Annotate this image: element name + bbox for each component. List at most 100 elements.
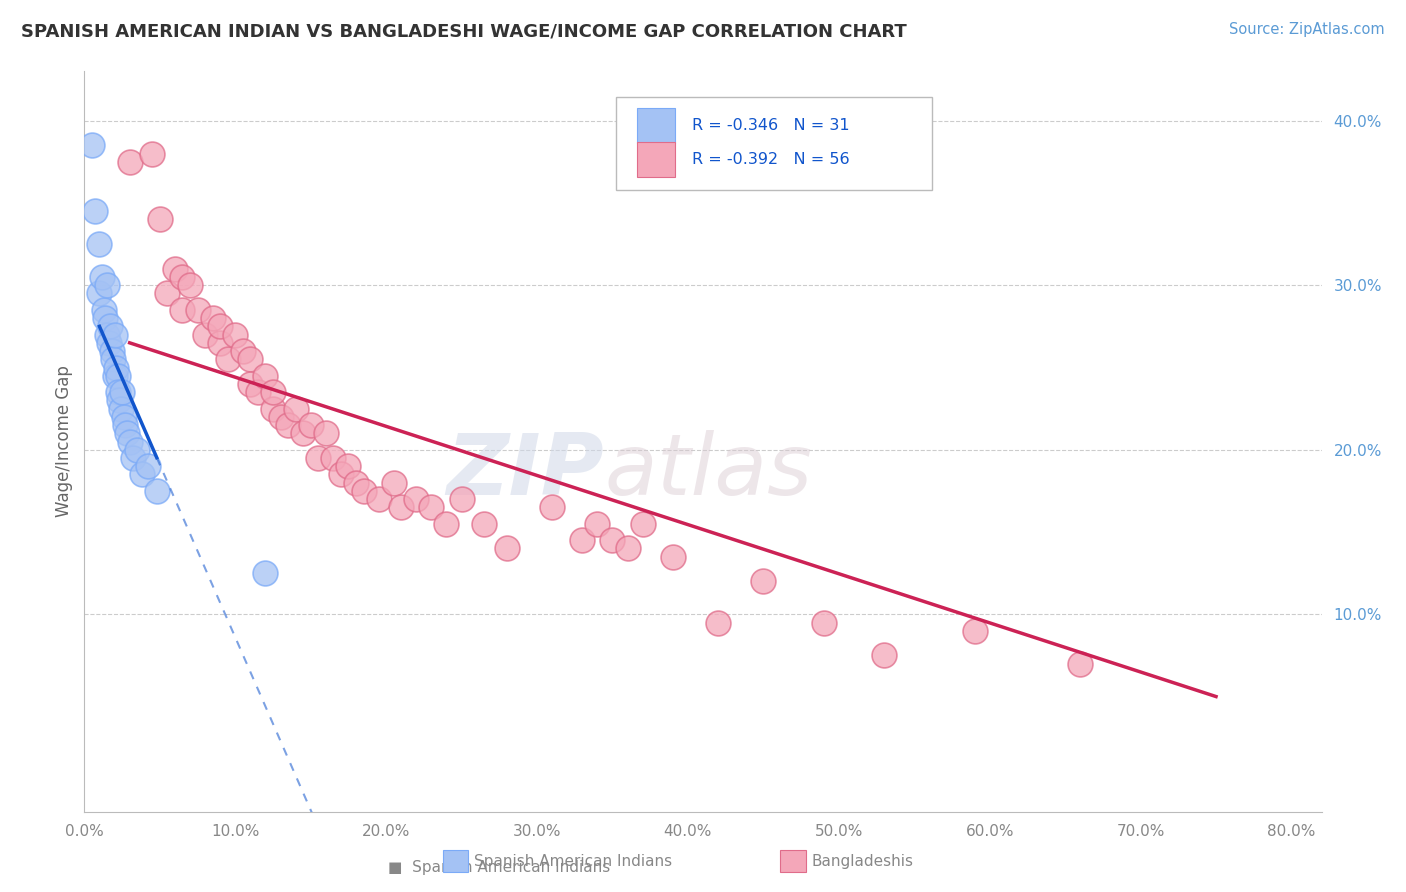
Point	[270, 409, 292, 424]
Point	[98, 319, 121, 334]
Point	[100, 344, 122, 359]
Point	[172, 302, 194, 317]
Point	[662, 549, 685, 564]
Point	[93, 302, 115, 317]
Point	[239, 352, 262, 367]
Point	[114, 418, 136, 433]
Point	[107, 385, 129, 400]
Point	[146, 483, 169, 498]
Text: ■  Spanish American Indians: ■ Spanish American Indians	[388, 861, 610, 875]
Point	[118, 154, 141, 169]
Point	[112, 409, 135, 424]
Point	[292, 426, 315, 441]
Point	[156, 286, 179, 301]
Point	[111, 385, 134, 400]
Point	[322, 450, 344, 465]
Point	[382, 475, 405, 490]
Point	[284, 401, 307, 416]
Point	[246, 385, 269, 400]
Point	[752, 574, 775, 589]
Point	[436, 516, 458, 531]
Point	[201, 311, 224, 326]
Point	[105, 360, 128, 375]
Point	[96, 327, 118, 342]
Text: R = -0.392   N = 56: R = -0.392 N = 56	[692, 152, 849, 167]
Point	[450, 492, 472, 507]
Point	[262, 401, 284, 416]
Point	[262, 385, 284, 400]
Point	[405, 492, 427, 507]
Point	[94, 311, 117, 326]
Point	[80, 138, 103, 153]
Text: R = -0.346   N = 31: R = -0.346 N = 31	[692, 118, 849, 133]
Point	[121, 450, 143, 465]
Bar	[637, 108, 675, 144]
Point	[194, 327, 217, 342]
Text: ZIP: ZIP	[446, 430, 605, 513]
Point	[254, 368, 277, 383]
Point	[209, 319, 232, 334]
Point	[163, 261, 186, 276]
Point	[616, 541, 638, 556]
Point	[103, 368, 125, 383]
Point	[813, 615, 835, 630]
Point	[472, 516, 495, 531]
Point	[97, 335, 120, 350]
Point	[149, 212, 172, 227]
Point	[179, 278, 201, 293]
Point	[602, 533, 624, 548]
Point	[299, 418, 322, 433]
Point	[89, 237, 111, 252]
Point	[353, 483, 375, 498]
Point	[367, 492, 389, 507]
Point	[232, 344, 254, 359]
Point	[307, 450, 329, 465]
Point	[963, 624, 986, 638]
Point	[96, 278, 118, 293]
Point	[495, 541, 517, 556]
Text: Source: ZipAtlas.com: Source: ZipAtlas.com	[1229, 22, 1385, 37]
Point	[329, 467, 352, 482]
Point	[107, 368, 129, 383]
Point	[873, 648, 896, 663]
Point	[420, 500, 443, 515]
Point	[337, 459, 360, 474]
Bar	[637, 142, 675, 178]
Point	[89, 286, 111, 301]
Point	[84, 204, 107, 219]
Point	[254, 566, 277, 581]
Point	[277, 418, 299, 433]
Point	[103, 327, 125, 342]
Point	[209, 335, 232, 350]
Point	[131, 467, 153, 482]
Point	[186, 302, 208, 317]
Point	[108, 393, 131, 408]
Point	[136, 459, 159, 474]
Text: SPANISH AMERICAN INDIAN VS BANGLADESHI WAGE/INCOME GAP CORRELATION CHART: SPANISH AMERICAN INDIAN VS BANGLADESHI W…	[21, 22, 907, 40]
Point	[707, 615, 730, 630]
Y-axis label: Wage/Income Gap: Wage/Income Gap	[55, 366, 73, 517]
Point	[118, 434, 141, 449]
Point	[541, 500, 564, 515]
Point	[586, 516, 609, 531]
Point	[571, 533, 593, 548]
Point	[315, 426, 337, 441]
Point	[224, 327, 246, 342]
Point	[172, 270, 194, 285]
Point	[101, 352, 124, 367]
Point	[91, 270, 114, 285]
Point	[239, 376, 262, 391]
Point	[217, 352, 239, 367]
FancyBboxPatch shape	[616, 97, 932, 190]
Point	[127, 442, 149, 457]
Point	[389, 500, 412, 515]
Point	[344, 475, 367, 490]
Point	[110, 401, 132, 416]
Text: Bangladeshis: Bangladeshis	[811, 855, 914, 869]
Point	[631, 516, 654, 531]
Text: Spanish American Indians: Spanish American Indians	[474, 855, 672, 869]
Point	[141, 146, 163, 161]
Text: atlas: atlas	[605, 430, 813, 513]
Point	[115, 426, 138, 441]
Point	[1069, 657, 1091, 671]
